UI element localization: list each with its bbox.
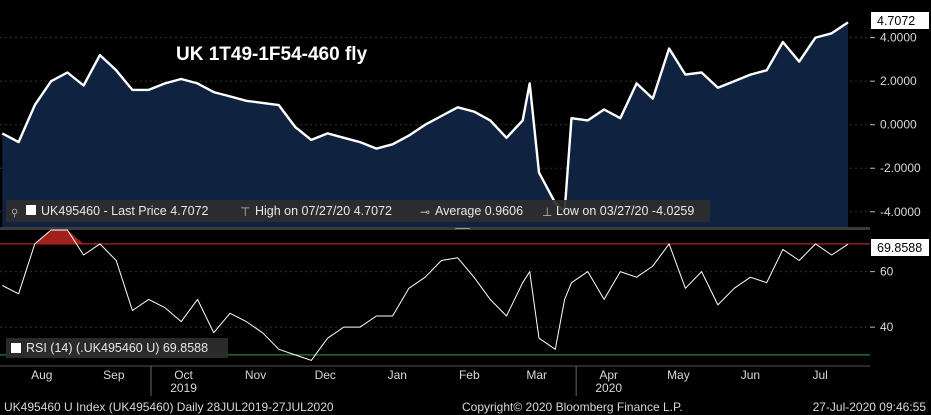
x-tick-label: Mar xyxy=(526,368,547,382)
price-line xyxy=(1,21,849,213)
legend-options-icon[interactable]: ⚲ xyxy=(11,208,18,219)
rsi-tick-label: 60 xyxy=(880,265,894,279)
price-tick-label: -4.0000 xyxy=(880,205,921,219)
x-year-label: 2019 xyxy=(170,381,197,395)
legend-average: Average 0.9606 xyxy=(435,204,523,218)
rsi-legend: RSI (14) (.UK495460 U) 69.8588 xyxy=(6,338,228,358)
rsi-tick-label: 40 xyxy=(880,320,894,334)
footer-left: UK495460 U Index (UK495460) Daily 28JUL2… xyxy=(4,400,334,414)
x-year-label: 2020 xyxy=(595,381,622,395)
x-tick-label: Nov xyxy=(245,368,266,382)
x-tick-label: Sep xyxy=(103,368,125,382)
x-tick-label: Jan xyxy=(388,368,407,382)
rsi-axis-ticks: 60 40 xyxy=(870,265,894,334)
price-tick-label: 2.0000 xyxy=(880,74,917,88)
rsi-legend-background xyxy=(6,338,228,358)
price-last-value-badge xyxy=(871,12,929,29)
legend-swatch-last-price xyxy=(26,205,36,215)
x-tick-label: Aug xyxy=(31,368,52,382)
high-marker-icon: ⊤ xyxy=(240,205,250,219)
chart-title: UK 1T49-1F54-460 fly xyxy=(176,44,368,65)
price-axis-ticks: 4.0000 2.0000 0.0000 -2.0000 -4.0000 xyxy=(870,31,921,219)
legend-last-price: UK495460 - Last Price 4.7072 xyxy=(41,204,209,218)
price-panel: 4.0000 2.0000 0.0000 -2.0000 -4.0000 UK 1T49… xyxy=(0,5,929,228)
x-tick-label: Dec xyxy=(315,368,336,382)
footer: UK495460 U Index (UK495460) Daily 28JUL2… xyxy=(4,400,926,414)
footer-right: 27-Jul-2020 09:46:55 xyxy=(813,400,927,414)
panel-divider-bar[interactable] xyxy=(0,227,870,230)
x-tick-label: May xyxy=(667,368,690,382)
x-tick-label: Feb xyxy=(459,368,480,382)
price-legend-background xyxy=(6,200,710,222)
panel-divider[interactable] xyxy=(0,227,870,230)
x-tick-label: Jun xyxy=(741,368,760,382)
rsi-last-value-label: 69.8588 xyxy=(877,241,922,255)
legend-rsi: RSI (14) (.UK495460 U) 69.8588 xyxy=(26,341,208,355)
price-legend: ⚲ UK495460 - Last Price 4.7072 ⊤ High on… xyxy=(6,200,710,222)
legend-swatch-rsi xyxy=(11,343,21,353)
rsi-last-value-badge xyxy=(871,239,929,256)
x-tick-label: Oct xyxy=(174,368,193,382)
price-tick-label: -2.0000 xyxy=(880,161,921,175)
legend-low: Low on 03/27/20 -4.0259 xyxy=(556,204,694,218)
average-marker-icon: ⊸ xyxy=(420,205,430,219)
price-tick-label: 4.0000 xyxy=(880,31,917,45)
x-tick-label: Jul xyxy=(812,368,827,382)
x-tick-label: Apr xyxy=(599,368,618,382)
price-last-value-label: 4.7072 xyxy=(877,14,915,28)
low-marker-icon: ⊥ xyxy=(542,205,552,219)
rsi-line xyxy=(2,229,849,361)
price-tick-label: 0.0000 xyxy=(880,118,917,132)
price-area-fill xyxy=(2,22,849,228)
legend-high: High on 07/27/20 4.7072 xyxy=(255,204,392,218)
rsi-panel: 60 40 69.8588 RSI (14) (.UK495460 U) 69.8… xyxy=(0,229,929,361)
x-axis: Aug Sep Oct Nov Dec Jan Feb Mar Apr May Jun Jul 2019… xyxy=(0,365,870,396)
rsi-gridlines xyxy=(0,271,870,328)
footer-center: Copyright© 2020 Bloomberg Finance L.P. xyxy=(462,400,683,414)
